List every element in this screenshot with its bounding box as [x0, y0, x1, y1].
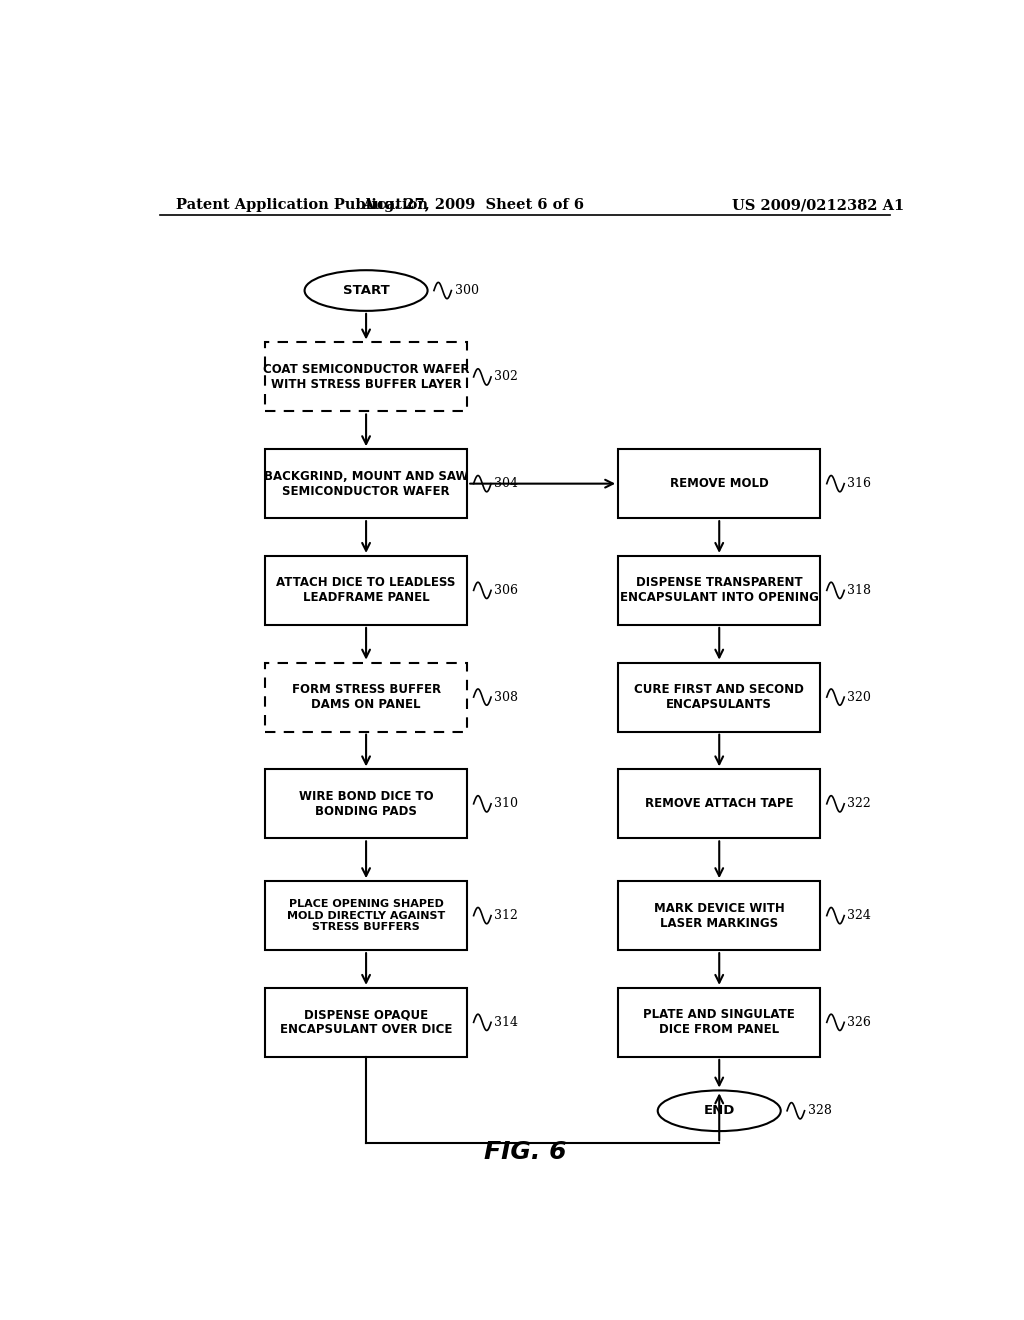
Text: FIG. 6: FIG. 6	[483, 1140, 566, 1164]
Text: 318: 318	[848, 583, 871, 597]
Text: CURE FIRST AND SECOND
ENCAPSULANTS: CURE FIRST AND SECOND ENCAPSULANTS	[634, 682, 804, 711]
Text: 316: 316	[848, 477, 871, 490]
Text: 310: 310	[495, 797, 518, 810]
Text: Patent Application Publication: Patent Application Publication	[176, 198, 428, 213]
Text: DISPENSE TRANSPARENT
ENCAPSULANT INTO OPENING: DISPENSE TRANSPARENT ENCAPSULANT INTO OP…	[620, 577, 818, 605]
Text: 326: 326	[848, 1016, 871, 1028]
Text: COAT SEMICONDUCTOR WAFER
WITH STRESS BUFFER LAYER: COAT SEMICONDUCTOR WAFER WITH STRESS BUF…	[263, 363, 469, 391]
Text: PLATE AND SINGULATE
DICE FROM PANEL: PLATE AND SINGULATE DICE FROM PANEL	[643, 1008, 795, 1036]
Text: ATTACH DICE TO LEADLESS
LEADFRAME PANEL: ATTACH DICE TO LEADLESS LEADFRAME PANEL	[276, 577, 456, 605]
Text: 322: 322	[848, 797, 871, 810]
Text: PLACE OPENING SHAPED
MOLD DIRECTLY AGAINST
STRESS BUFFERS: PLACE OPENING SHAPED MOLD DIRECTLY AGAIN…	[287, 899, 445, 932]
Text: 300: 300	[455, 284, 478, 297]
Text: FORM STRESS BUFFER
DAMS ON PANEL: FORM STRESS BUFFER DAMS ON PANEL	[292, 682, 440, 711]
Text: 306: 306	[495, 583, 518, 597]
Text: 312: 312	[495, 909, 518, 923]
Text: REMOVE ATTACH TAPE: REMOVE ATTACH TAPE	[645, 797, 794, 810]
Text: MARK DEVICE WITH
LASER MARKINGS: MARK DEVICE WITH LASER MARKINGS	[654, 902, 784, 929]
Text: 302: 302	[495, 371, 518, 383]
Text: 324: 324	[848, 909, 871, 923]
Text: DISPENSE OPAQUE
ENCAPSULANT OVER DICE: DISPENSE OPAQUE ENCAPSULANT OVER DICE	[280, 1008, 453, 1036]
Text: 304: 304	[495, 477, 518, 490]
Text: US 2009/0212382 A1: US 2009/0212382 A1	[732, 198, 904, 213]
Text: 308: 308	[495, 690, 518, 704]
Text: START: START	[343, 284, 389, 297]
Text: WIRE BOND DICE TO
BONDING PADS: WIRE BOND DICE TO BONDING PADS	[299, 789, 433, 818]
Text: Aug. 27, 2009  Sheet 6 of 6: Aug. 27, 2009 Sheet 6 of 6	[362, 198, 585, 213]
Text: 314: 314	[495, 1016, 518, 1028]
Text: 320: 320	[848, 690, 871, 704]
Text: END: END	[703, 1105, 735, 1117]
Text: REMOVE MOLD: REMOVE MOLD	[670, 477, 769, 490]
Text: BACKGRIND, MOUNT AND SAW
SEMICONDUCTOR WAFER: BACKGRIND, MOUNT AND SAW SEMICONDUCTOR W…	[264, 470, 468, 498]
Text: 328: 328	[808, 1105, 831, 1117]
